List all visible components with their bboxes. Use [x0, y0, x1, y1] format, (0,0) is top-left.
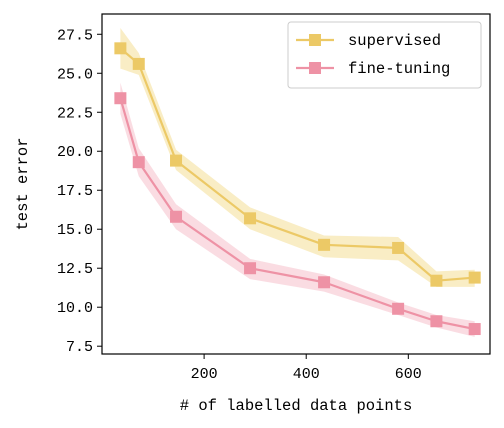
point-fine-tuning	[114, 92, 127, 105]
point-fine-tuning	[392, 302, 405, 315]
point-supervised	[430, 274, 443, 287]
series-markers	[114, 42, 481, 336]
x-tick-label: 400	[293, 366, 320, 383]
y-tick-label: 20.0	[57, 144, 93, 161]
y-tick-label: 27.5	[57, 27, 93, 44]
point-supervised	[170, 154, 183, 167]
point-fine-tuning	[318, 276, 331, 289]
point-fine-tuning	[244, 262, 257, 275]
legend: supervised fine-tuning	[287, 21, 482, 89]
point-fine-tuning	[430, 315, 443, 328]
y-tick-label: 15.0	[57, 222, 93, 239]
y-tick-label: 25.0	[57, 66, 93, 83]
line-fine-tuning	[119, 97, 475, 331]
point-supervised	[244, 212, 257, 225]
point-supervised	[114, 42, 127, 55]
band-fine-tuning	[120, 82, 475, 337]
y-axis-label: test error	[14, 137, 32, 230]
y-axis: 7.5 10.0 12.5 15.0 17.5 20.0 22.5 25.0 27.5	[57, 27, 102, 356]
series-lines	[119, 47, 475, 331]
legend-marker-supervised	[309, 34, 321, 46]
x-axis-label: # of labelled data points	[180, 397, 413, 415]
y-tick-label: 10.0	[57, 300, 93, 317]
point-fine-tuning	[132, 156, 145, 169]
x-tick-label: 600	[395, 366, 422, 383]
legend-marker-fine-tuning	[309, 62, 321, 74]
point-supervised	[468, 271, 481, 284]
point-fine-tuning	[468, 323, 481, 336]
y-tick-label: 22.5	[57, 105, 93, 122]
y-tick-label: 17.5	[57, 183, 93, 200]
y-tick-label: 7.5	[66, 339, 93, 356]
point-supervised	[318, 238, 331, 251]
y-tick-label: 12.5	[57, 261, 93, 278]
point-supervised	[392, 241, 405, 254]
plot-frame	[101, 13, 491, 355]
point-fine-tuning	[170, 210, 183, 223]
legend-label-supervised: supervised	[348, 32, 441, 50]
x-tick-label: 200	[191, 366, 218, 383]
legend-label-fine-tuning: fine-tuning	[348, 60, 450, 78]
x-axis: 200 400 600	[191, 354, 422, 383]
legend-box	[287, 21, 482, 89]
line-supervised	[119, 47, 475, 282]
point-supervised	[132, 57, 145, 70]
